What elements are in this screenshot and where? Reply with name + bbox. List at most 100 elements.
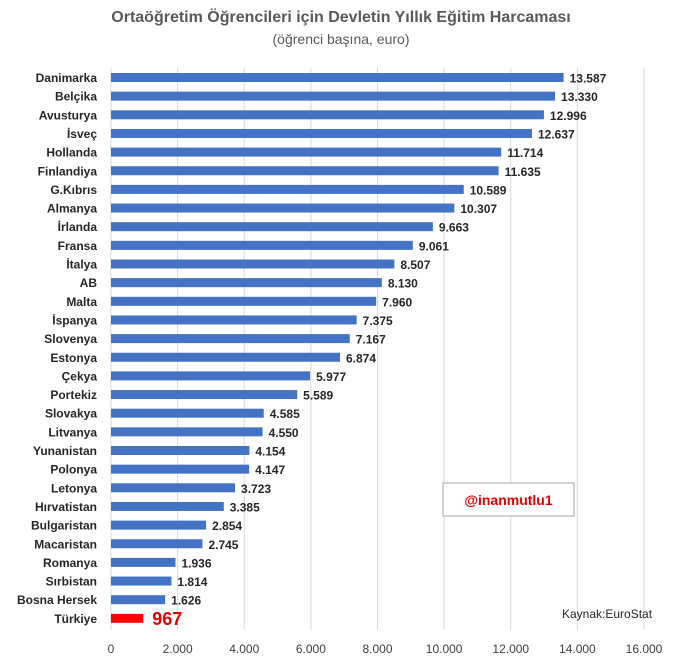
category-label: Finlandiya: [38, 164, 98, 178]
value-label: 9.663: [439, 221, 469, 235]
bars: [111, 73, 564, 623]
category-label: İrlanda: [58, 219, 98, 234]
x-tick-label: 6.000: [296, 642, 326, 656]
value-label: 4.154: [255, 445, 285, 459]
category-label: Hollanda: [46, 146, 97, 160]
category-label: Malta: [66, 295, 97, 309]
value-label: 8.507: [400, 258, 430, 272]
value-label: 13.330: [561, 90, 598, 104]
category-label: Estonya: [50, 351, 97, 365]
value-label: 12.996: [550, 109, 587, 123]
bar: [111, 128, 532, 138]
bar: [111, 147, 502, 157]
bar: [111, 595, 166, 605]
value-label: 3.385: [230, 500, 260, 514]
bar: [111, 539, 203, 549]
bar: [111, 408, 264, 418]
bar: [111, 576, 172, 586]
category-label: Slovenya: [44, 332, 97, 346]
value-label: 3.723: [241, 482, 271, 496]
value-label: 1.626: [171, 594, 201, 608]
bar: [111, 296, 377, 306]
source-label: Kaynak:EuroStat: [562, 607, 653, 621]
watermark-box: @inanmutlu1: [442, 482, 575, 517]
bar: [111, 613, 144, 623]
category-label: Fransa: [58, 239, 98, 253]
category-label: İspanya: [52, 312, 97, 327]
category-label: Slovakya: [45, 407, 97, 421]
category-label: Hırvatistan: [35, 500, 97, 514]
value-label: 13.587: [570, 72, 607, 86]
value-label: 5.977: [316, 370, 346, 384]
category-label: Romanya: [43, 556, 97, 570]
watermark-text: @inanmutlu1: [464, 492, 553, 508]
category-label: Avusturya: [39, 108, 98, 122]
value-label: 967: [152, 609, 182, 629]
bar: [111, 110, 544, 120]
category-label: AB: [80, 276, 98, 290]
bar: [111, 166, 499, 176]
value-label: 7.960: [382, 295, 412, 309]
chart-subtitle: (öğrenci başına, euro): [273, 31, 410, 47]
value-label: 5.589: [303, 389, 333, 403]
x-tick-label: 2.000: [163, 642, 193, 656]
bar: [111, 557, 176, 567]
x-tick-label: 8.000: [362, 642, 392, 656]
category-label: Türkiye: [54, 612, 97, 626]
category-label: Polonya: [50, 463, 97, 477]
chart-title: Ortaöğretim Öğrencileri için Devletin Yı…: [111, 7, 570, 26]
category-label: Bulgaristan: [31, 519, 97, 533]
category-label: İtalya: [66, 257, 97, 272]
bar: [111, 334, 350, 344]
bar: [111, 222, 433, 232]
bar: [111, 259, 395, 269]
category-label: Sırbistan: [46, 575, 97, 589]
value-label: 12.637: [538, 127, 575, 141]
value-label: 11.635: [505, 165, 541, 179]
category-label: Letonya: [51, 481, 97, 495]
value-labels: 13.587 13.330 12.996 12.637 11.714 11.635 10.5…: [152, 72, 606, 629]
category-label: Çekya: [62, 369, 98, 383]
value-label: 7.375: [363, 314, 393, 328]
bar: [111, 464, 250, 474]
bar: [111, 278, 382, 288]
category-label: Portekiz: [50, 388, 97, 402]
bar: [111, 427, 263, 437]
value-label: 6.874: [346, 351, 376, 365]
category-label: Danimarka: [36, 71, 98, 85]
value-label: 4.147: [255, 463, 285, 477]
x-tick-label: 10.000: [426, 642, 463, 656]
value-label: 8.130: [388, 277, 418, 291]
bar: [111, 501, 224, 511]
value-label: 1.936: [181, 556, 211, 570]
value-label: 11.714: [507, 146, 543, 160]
x-tick-label: 4.000: [229, 642, 259, 656]
bar: [111, 315, 357, 325]
category-labels: Danimarka Belçika Avusturya İsveç Hollanda Fi…: [17, 71, 97, 626]
value-label: 4.585: [270, 407, 300, 421]
bar: [111, 483, 236, 493]
gridlines: [110, 68, 645, 630]
category-label: Macaristan: [34, 537, 97, 551]
category-label: Belçika: [55, 90, 97, 104]
bar: [111, 184, 464, 194]
bar: [111, 203, 455, 213]
x-axis-tick-labels: 0 2.000 4.000 6.000 8.000 10.000 12.000 14.000 1…: [108, 642, 663, 656]
category-label: G.Kıbrıs: [50, 183, 97, 197]
bar: [111, 520, 207, 530]
category-label: Litvanya: [48, 425, 97, 439]
bar: [111, 91, 556, 101]
bar: [111, 73, 564, 82]
category-label: Bosna Hersek: [17, 593, 97, 607]
x-tick-label: 12.000: [492, 642, 529, 656]
value-label: 9.061: [419, 239, 449, 253]
value-label: 2.854: [212, 519, 242, 533]
value-label: 10.589: [470, 183, 507, 197]
bar: [111, 390, 298, 400]
category-label: Almanya: [47, 202, 97, 216]
value-label: 1.814: [177, 575, 207, 589]
value-label: 10.307: [460, 202, 497, 216]
x-tick-label: 0: [108, 642, 115, 656]
x-tick-label: 14.000: [559, 642, 596, 656]
